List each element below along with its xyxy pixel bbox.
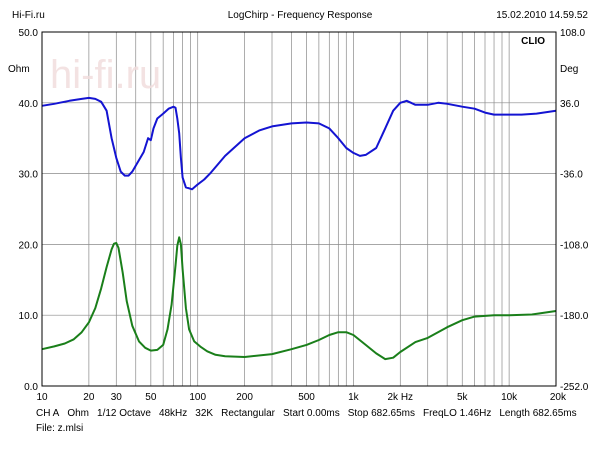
measurement-settings: CH A Ohm 1/12 Octave 48kHz 32K Rectangular Sta…	[36, 408, 585, 419]
y-left-tick-label: 50.0	[19, 28, 39, 39]
plot-frame	[41, 31, 557, 387]
x-tick-label: 10	[36, 392, 48, 403]
y-left-tick-label: 30.0	[19, 170, 39, 181]
setting-item: Ohm	[67, 408, 90, 419]
y-left-tick-label: 0.0	[24, 382, 38, 393]
phase-series-line	[41, 96, 557, 191]
series-layer	[41, 96, 557, 361]
watermark: hi-fi.ru	[50, 53, 161, 97]
setting-item: Length 682.65ms	[499, 408, 577, 419]
x-tick-label: 100	[189, 392, 206, 403]
y-right-tick-label: -180.0	[560, 311, 589, 322]
y-right-unit-label: Deg	[560, 64, 578, 75]
y-left-tick-label: 40.0	[19, 99, 39, 110]
setting-item: 48kHz	[158, 408, 188, 419]
setting-item: FreqLO 1.46Hz	[422, 408, 492, 419]
x-tick-label: 10k	[501, 392, 518, 403]
setting-item: Rectangular	[221, 408, 276, 419]
y-right-tick-label: -252.0	[560, 382, 589, 393]
y-right-tick-label: -108.0	[560, 240, 589, 251]
setting-item: Start 0.00ms	[283, 408, 340, 419]
x-tick-label: 2k Hz	[388, 392, 414, 403]
x-tick-label: 30	[111, 392, 123, 403]
x-tick-label: 50	[145, 392, 157, 403]
header-timestamp: 15.02.2010 14.59.52	[496, 10, 588, 21]
header-source-label: Hi-Fi.ru	[12, 10, 45, 21]
x-tick-label: 20k	[550, 392, 567, 403]
axis-labels: 0.0 10.0 20.0 30.0 40.0 50.0 -252.0 -180.0 -108.…	[8, 28, 589, 403]
impedance-series-line	[41, 236, 557, 361]
y-left-tick-label: 10.0	[19, 311, 39, 322]
setting-item: CH A	[36, 408, 60, 419]
setting-item: 1/12 Octave	[97, 408, 151, 419]
setting-item: Stop 682.65ms	[347, 408, 415, 419]
x-tick-label: 5k	[457, 392, 469, 403]
y-right-tick-label: 108.0	[560, 28, 585, 39]
y-left-tick-label: 20.0	[19, 240, 39, 251]
setting-item: 32K	[195, 408, 214, 419]
x-tick-label: 500	[298, 392, 315, 403]
file-name: File: z.mlsi	[36, 423, 84, 434]
y-right-tick-label: -36.0	[560, 170, 583, 181]
grid	[42, 32, 556, 386]
y-right-tick-label: 36.0	[560, 99, 580, 110]
x-tick-label: 1k	[348, 392, 360, 403]
chart-title: LogChirp - Frequency Response	[227, 10, 373, 21]
clio-label: CLIO	[521, 36, 545, 47]
x-tick-label: 200	[236, 392, 253, 403]
y-left-unit-label: Ohm	[8, 64, 30, 75]
x-tick-label: 20	[83, 392, 95, 403]
